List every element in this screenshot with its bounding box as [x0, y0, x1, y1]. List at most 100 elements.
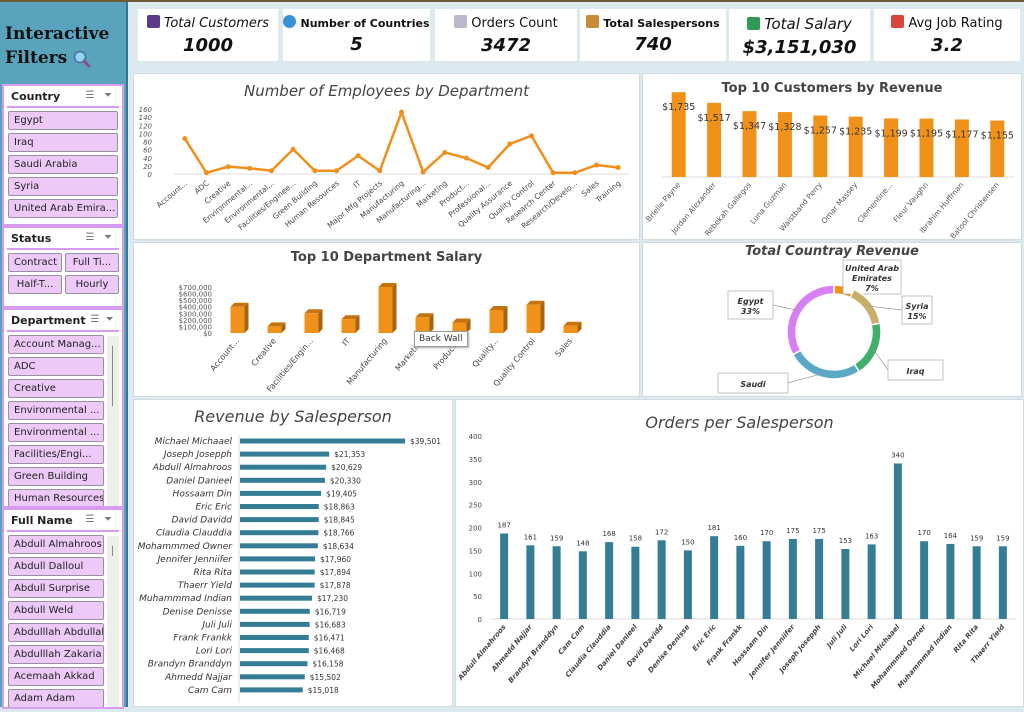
slicer-item[interactable]: Egypt — [8, 111, 118, 130]
slicer-item[interactable]: Abdull Surprise — [8, 579, 104, 598]
multi-select-icon[interactable]: ☰ — [83, 90, 97, 102]
data-label: $1,735 — [662, 102, 695, 113]
scrollbar[interactable] — [107, 336, 119, 506]
sidebar-title: Interactive Filters — [5, 22, 109, 70]
y-tick-label: $700,000 — [179, 284, 212, 292]
chart-title: Top 10 Department Salary — [134, 250, 639, 265]
data-point — [291, 147, 296, 152]
data-label: Syria — [905, 302, 928, 311]
slicer-items: Abdull Almahroos Abdull Dalloul Abdull Sur… — [4, 535, 122, 708]
x-tick-label: Clementine... — [855, 181, 894, 225]
bar — [868, 544, 876, 619]
slicer-label: Full Name — [11, 514, 79, 527]
bar — [231, 307, 245, 333]
bar — [526, 545, 534, 619]
clear-filter-icon[interactable]: ⏷ — [101, 514, 115, 526]
bar-side — [245, 303, 249, 333]
slicer-header: Department ☰ ⏷ — [7, 310, 119, 332]
slicer-item[interactable]: Saudi Arabia — [8, 155, 118, 174]
scrollbar[interactable] — [107, 536, 119, 709]
y-tick-label: 20 — [143, 163, 152, 171]
slicer-item[interactable]: Abdulllah Zakaria — [8, 645, 104, 664]
slicer-item[interactable]: Adam Adam — [8, 689, 104, 708]
data-label: 153 — [839, 537, 852, 545]
clear-filter-icon[interactable]: ⏷ — [104, 314, 115, 326]
data-label: $17,878 — [320, 581, 351, 590]
kpi-value: 5 — [283, 34, 430, 55]
data-point — [182, 136, 187, 141]
bar — [240, 439, 405, 444]
data-label: 150 — [681, 538, 694, 546]
y-tick-label: Muhammmad Indian — [139, 594, 232, 604]
bar — [631, 547, 639, 619]
slicer-item[interactable]: Account Manag... — [8, 335, 104, 354]
x-tick-label: Luna Guzman — [748, 180, 788, 226]
slicer-item[interactable]: Abdull Weld — [8, 601, 104, 620]
multi-select-icon[interactable]: ☰ — [83, 232, 97, 244]
slicer-item[interactable]: Full Ti... — [65, 253, 119, 272]
y-tick-label: Ahmedd Najjar — [164, 673, 233, 683]
y-tick-label: 200 — [469, 525, 482, 533]
slicer-item[interactable]: Abdull Almahroos — [8, 535, 104, 554]
y-tick-label: 60 — [143, 147, 152, 155]
slicer-item[interactable]: Abdull Dalloul — [8, 557, 104, 576]
chart-title: Revenue by Salesperson — [134, 407, 452, 426]
slicer-header: Full Name ☰ ⏷ — [7, 510, 119, 532]
data-label: 33% — [741, 307, 760, 316]
scrollbar-thumb[interactable] — [112, 546, 113, 556]
slicer-item[interactable]: Acemaah Akkad — [8, 667, 104, 686]
y-tick-label: Rita Rita — [194, 568, 232, 578]
bar — [240, 530, 318, 535]
slicer-item[interactable]: Facilities/Engi... — [8, 445, 104, 464]
slicer-item[interactable]: United Arab Emira... — [8, 199, 118, 218]
bar — [884, 118, 898, 177]
slicer-item[interactable]: Half-T... — [8, 275, 62, 294]
y-tick-label: Eric Eric — [195, 503, 232, 513]
bar — [240, 465, 326, 470]
y-tick-label: 160 — [139, 106, 153, 114]
slicer-item[interactable]: Green Building — [8, 467, 104, 486]
data-label: 15% — [907, 312, 926, 321]
slicer-item[interactable]: Environmental ... — [8, 401, 104, 420]
multi-select-icon[interactable]: ☰ — [83, 514, 97, 526]
kpi-value: $3,151,030 — [729, 37, 870, 58]
slicer-item[interactable]: ADC — [8, 357, 104, 376]
data-point — [334, 168, 339, 173]
slicer-item[interactable]: Syria — [8, 177, 118, 196]
y-tick-label: Jennifer Jenniifer — [156, 555, 234, 565]
data-label: 340 — [891, 451, 904, 459]
multi-select-icon[interactable]: ☰ — [90, 314, 101, 326]
data-label: 159 — [996, 534, 1009, 542]
data-point — [377, 168, 382, 173]
slicer-item[interactable]: Hourly — [65, 275, 119, 294]
data-label: $1,257 — [804, 126, 837, 137]
data-point — [399, 110, 404, 115]
data-label: Iraq — [906, 367, 924, 376]
bar — [920, 119, 934, 177]
bar — [894, 463, 902, 619]
data-label: United Arab — [845, 264, 899, 273]
slicer-item[interactable]: Environmental ... — [8, 423, 104, 442]
slicer-item[interactable]: Creative — [8, 379, 104, 398]
bar — [973, 546, 981, 619]
data-point — [204, 170, 209, 175]
department-salary-panel: Top 10 Department Salary $0$100,000$200,… — [133, 242, 640, 397]
slicer-item[interactable]: Abdulllah Abdullah — [8, 623, 104, 642]
y-tick-label: 350 — [469, 456, 482, 464]
bar — [240, 609, 310, 614]
slicer-item[interactable]: Iraq — [8, 133, 118, 152]
chart-tooltip: Back Wall — [414, 331, 468, 347]
data-label: 164 — [944, 532, 958, 540]
slicer-item[interactable]: Contract — [8, 253, 62, 272]
slicer-item[interactable]: Human Resources — [8, 489, 104, 508]
clear-filter-icon[interactable]: ⏷ — [101, 90, 115, 102]
data-point — [442, 150, 447, 155]
clear-filter-icon[interactable]: ⏷ — [101, 232, 115, 244]
scrollbar-thumb[interactable] — [112, 346, 113, 406]
data-label: $1,177 — [945, 129, 978, 140]
